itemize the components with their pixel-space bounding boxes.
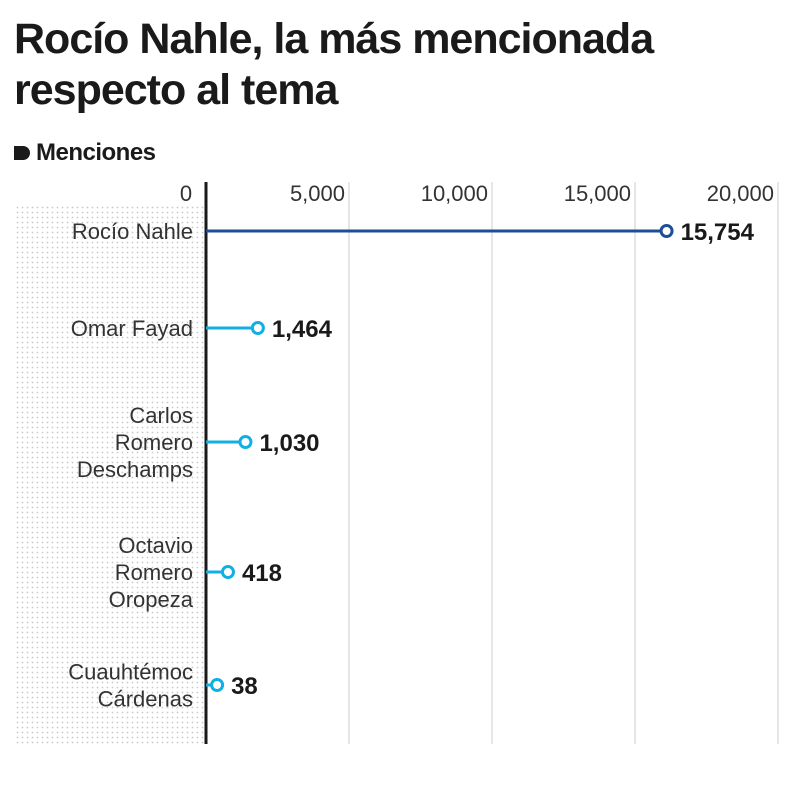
lollipop-head [220, 565, 235, 579]
x-tick-label: 20,000 [707, 181, 774, 206]
x-tick-label: 5,000 [290, 181, 345, 206]
x-tick-label: 0 [180, 181, 192, 206]
category-label: Romero [115, 560, 193, 585]
category-label: Deschamps [77, 457, 193, 482]
category-label: Rocío Nahle [72, 219, 193, 244]
subtitle-label: Menciones [36, 139, 156, 166]
value-label: 38 [231, 673, 258, 700]
category-label: Romero [115, 430, 193, 455]
value-label: 418 [242, 560, 282, 587]
category-label: Oropeza [109, 587, 194, 612]
category-label: Octavio [118, 533, 193, 558]
label-panel-background [14, 204, 206, 744]
category-label: Omar Fayad [71, 316, 193, 341]
value-label: 1,030 [259, 430, 319, 457]
lollipop-head [659, 224, 674, 238]
subtitle-marker-icon [14, 146, 30, 160]
value-label: 15,754 [681, 219, 755, 246]
lollipop-head [250, 321, 265, 335]
x-tick-label: 10,000 [421, 181, 488, 206]
lollipop-head [210, 678, 225, 692]
chart-subtitle: Menciones [14, 138, 156, 168]
category-label: Carlos [129, 403, 193, 428]
x-tick-label: 15,000 [564, 181, 631, 206]
category-label: Cuauhtémoc [68, 660, 193, 685]
category-label: Cárdenas [98, 687, 193, 712]
value-label: 1,464 [272, 316, 333, 343]
lollipop-head [238, 435, 253, 449]
chart-title: Rocío Nahle, la más mencionada respecto … [14, 15, 654, 114]
